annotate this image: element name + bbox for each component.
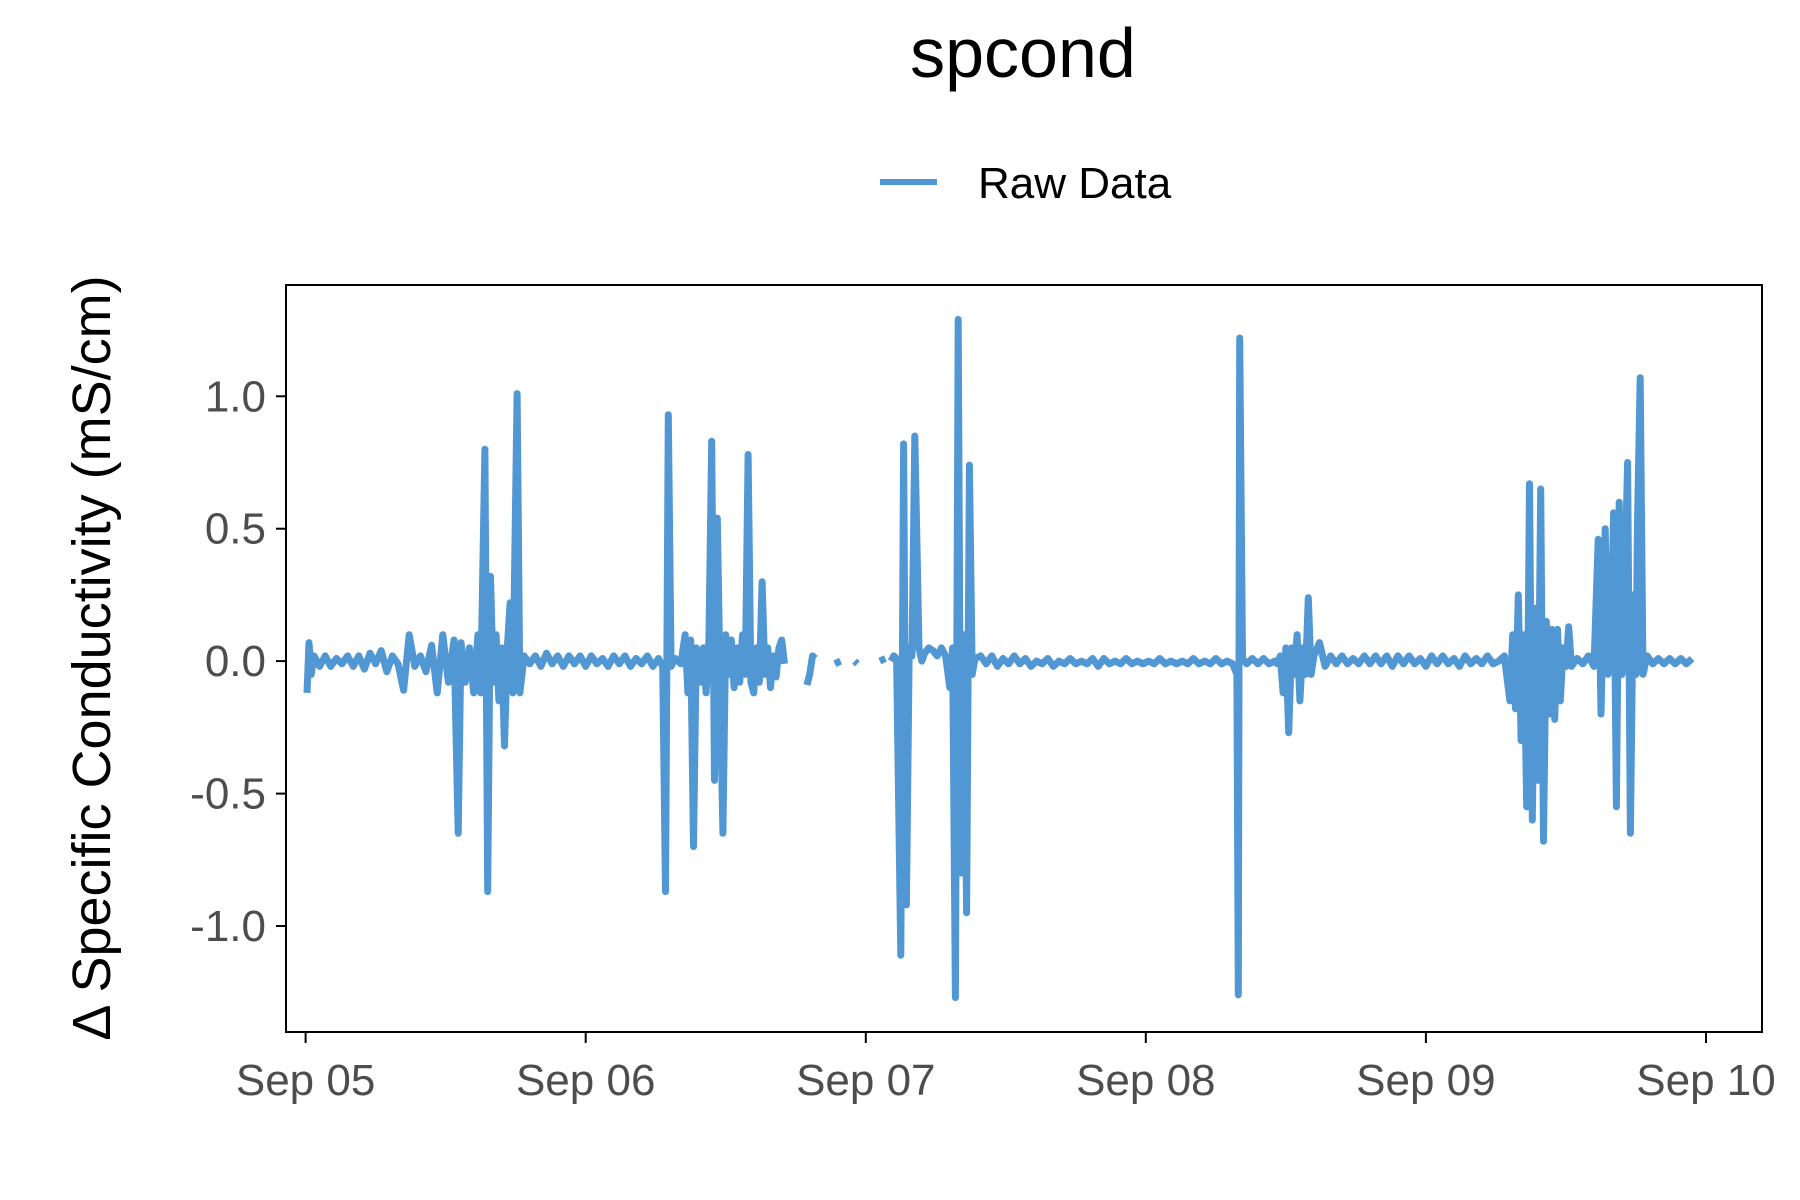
- plot-panel: [285, 284, 1763, 1033]
- y-tick-label-2: 0.5: [205, 505, 266, 554]
- x-tick-label-3: Sep 07: [796, 1056, 935, 1105]
- series-line-segment-1-1: [303, 390, 788, 896]
- chart-title: spcond: [910, 14, 1136, 92]
- series-line-segment-1-6: [887, 315, 1695, 1002]
- y-axis: 1.0 0.5 0.0 -0.5 -1.0: [190, 372, 286, 951]
- x-tick-label-2: Sep 06: [516, 1056, 655, 1105]
- y-tick-label-1: 1.0: [205, 372, 266, 421]
- series-line-segment-1-5: [878, 655, 887, 665]
- data-layer: [303, 315, 1695, 1002]
- x-axis: Sep 05 Sep 06 Sep 07 Sep 08 Sep 09 Sep 10: [236, 1032, 1776, 1105]
- x-tick-label-4: Sep 08: [1076, 1056, 1215, 1105]
- y-tick-label-4: -0.5: [190, 770, 266, 819]
- x-tick-label-1: Sep 05: [236, 1056, 375, 1105]
- y-axis-label: Δ Specific Conductivity (mS/cm): [62, 275, 122, 1040]
- legend-label-raw-data: Raw Data: [978, 159, 1172, 208]
- y-tick-label-5: -1.0: [190, 902, 266, 951]
- x-tick-label-6: Sep 10: [1636, 1056, 1775, 1105]
- series-line-segment-1-2: [803, 652, 818, 686]
- legend: Raw Data: [880, 159, 1172, 208]
- series-line-segment-1-3: [833, 657, 843, 667]
- series-line-segment-1-4: [852, 658, 860, 667]
- x-tick-label-5: Sep 09: [1356, 1056, 1495, 1105]
- y-tick-label-3: 0.0: [205, 637, 266, 686]
